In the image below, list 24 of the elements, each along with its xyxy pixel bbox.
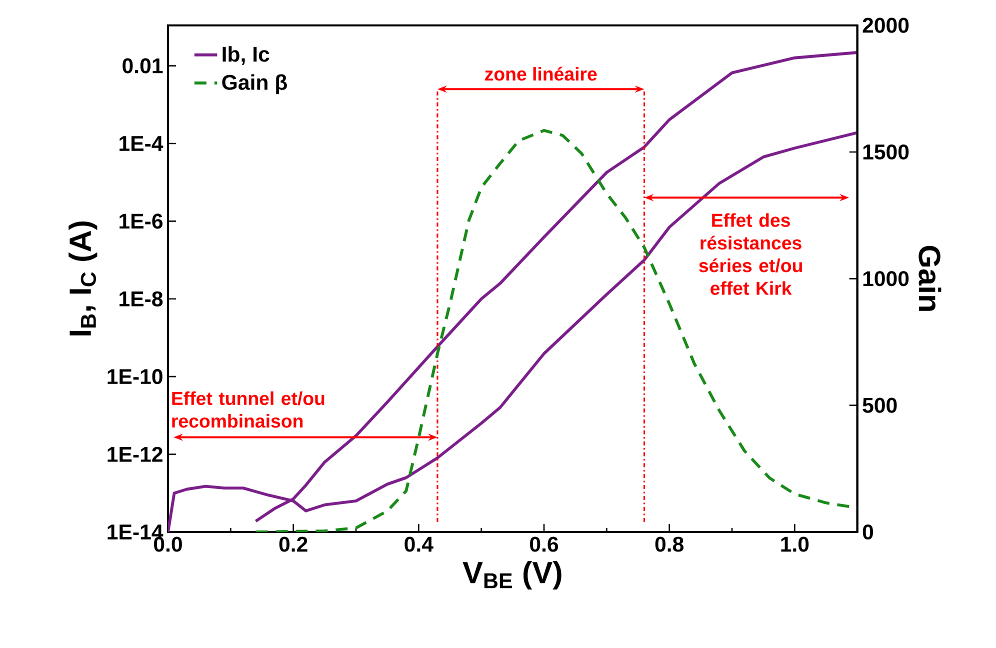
- annotation: Effet des résistances séries et/ou effet Kirk: [699, 213, 802, 295]
- annotation: zone linéaire: [485, 66, 597, 81]
- x-tick-label: 0.2: [279, 536, 308, 552]
- y-tick-label: 1E-12: [108, 446, 162, 462]
- legend-label: Gain β: [222, 74, 287, 94]
- y-tick-label: 1E-10: [108, 369, 162, 384]
- annotation: Effet tunnel et/ou recombinaison: [172, 391, 324, 428]
- x-tick-label: 0.8: [655, 536, 684, 552]
- y2-tick-label: 500: [862, 398, 897, 413]
- y2-tick-label: 2000: [862, 18, 909, 33]
- y-tick-label: 0.01: [122, 58, 163, 74]
- x-tick-label: 0.6: [530, 536, 558, 552]
- y-tick-label: 1E-4: [120, 136, 164, 151]
- x-axis-title: V$_{BE}$ (V): [462, 560, 562, 590]
- y2-axis-title: Gain: [918, 246, 942, 311]
- legend-label: Ib, Ic: [222, 46, 270, 65]
- y2-tick-label: 1000: [863, 271, 909, 286]
- y2-tick-label: 1500: [863, 144, 909, 160]
- y-tick-label: 1E-6: [120, 214, 163, 229]
- y-tick-label: 1E-8: [120, 291, 163, 306]
- x-tick-label: 0.4: [404, 536, 434, 552]
- y-axis-title: I$_{B}$, I$_{C}$ (A): [68, 221, 98, 336]
- y2-tick-label: 0: [862, 524, 874, 540]
- x-tick-label: 1.0: [781, 536, 809, 552]
